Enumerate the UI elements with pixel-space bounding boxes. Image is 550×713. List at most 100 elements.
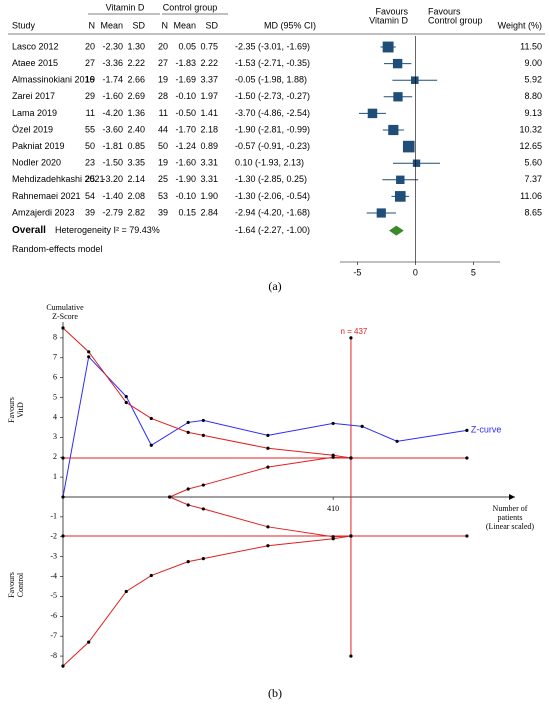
cell: 5.92 xyxy=(524,75,542,85)
cell: 1.41 xyxy=(200,108,218,118)
cell: 20 xyxy=(85,41,95,51)
cell: -1.74 xyxy=(102,75,123,85)
cell: -3.36 xyxy=(102,58,123,68)
cell: Ataee 2015 xyxy=(12,58,58,68)
series-point xyxy=(465,456,469,460)
series-point xyxy=(349,534,353,538)
cell: 19 xyxy=(158,75,168,85)
series-point xyxy=(465,428,469,432)
cell: 28 xyxy=(158,91,168,101)
study-square xyxy=(393,92,403,102)
series-point xyxy=(266,544,270,548)
series-point xyxy=(124,589,128,594)
cell: -1.90 (-2.81, -0.99) xyxy=(235,124,310,134)
series-point xyxy=(149,416,153,421)
series-line xyxy=(62,355,467,498)
cell: 9.00 xyxy=(524,58,542,68)
cell: -3.20 xyxy=(102,174,123,184)
series-point xyxy=(61,664,65,668)
series-point xyxy=(168,495,172,499)
series-point xyxy=(61,326,65,330)
ris-end xyxy=(349,336,353,340)
cell: 19 xyxy=(158,158,168,168)
caption: (a) xyxy=(268,279,281,293)
overall-diamond xyxy=(389,225,404,236)
study-square xyxy=(388,124,399,136)
y-tick-label: -3 xyxy=(50,551,57,560)
cell: 29 xyxy=(85,91,95,101)
cell: 27 xyxy=(85,58,95,68)
series-line xyxy=(169,496,351,538)
cell: 2.82 xyxy=(127,207,145,217)
series-line xyxy=(62,535,352,667)
y-axis-label: Cumulative xyxy=(46,303,84,312)
cell: -0.10 xyxy=(175,91,196,101)
group-header: Control group xyxy=(163,2,218,12)
series-point xyxy=(149,443,153,447)
study-square xyxy=(367,108,378,119)
series-point xyxy=(124,394,128,399)
cell: -4.20 xyxy=(102,108,123,118)
series-point xyxy=(186,560,190,564)
caption: (b) xyxy=(268,686,282,700)
series-point xyxy=(186,487,190,491)
cell: -1.83 xyxy=(175,58,196,68)
cell: -0.05 (-1.98, 1.88) xyxy=(235,75,307,85)
column-header: Study xyxy=(12,20,36,30)
favours-label: Favours xyxy=(428,6,461,16)
series-point xyxy=(360,424,364,428)
cell: 54 xyxy=(85,191,95,201)
cell: -1.24 xyxy=(175,141,196,151)
series-point xyxy=(395,439,399,443)
cell: 2.66 xyxy=(127,75,145,85)
favours-label: Control group xyxy=(428,15,483,25)
series-point xyxy=(201,433,205,437)
series-point xyxy=(186,430,190,434)
ris-end xyxy=(349,654,353,658)
side-label: Favours xyxy=(7,397,16,423)
cell: 23 xyxy=(85,158,95,168)
x-axis-label: Number of xyxy=(493,504,528,513)
cell: 11.50 xyxy=(520,41,542,51)
cell: 2.69 xyxy=(127,91,145,101)
cell: -0.10 xyxy=(175,191,196,201)
cell: 2.22 xyxy=(200,58,218,68)
y-tick-label: 6 xyxy=(53,373,57,382)
series-line xyxy=(169,456,351,498)
series-point xyxy=(266,465,270,469)
series-point xyxy=(186,503,190,507)
cell: 0.05 xyxy=(178,41,196,51)
study-square xyxy=(394,191,406,202)
series-point xyxy=(61,495,65,499)
cell: -3.70 (-4.86, -2.54) xyxy=(235,108,310,118)
series-point xyxy=(349,456,353,460)
y-axis-label: Z-Score xyxy=(52,312,78,321)
cell: 11.06 xyxy=(520,191,542,201)
series-point xyxy=(186,420,190,425)
cell: -0.50 xyxy=(175,108,196,118)
series-point xyxy=(331,455,335,459)
y-tick-label: -8 xyxy=(50,651,57,660)
cell: 9.13 xyxy=(524,108,542,118)
cell: 2.84 xyxy=(200,207,218,217)
cell: 8.65 xyxy=(524,207,542,217)
side-label: Favours xyxy=(7,572,16,598)
cell: Özel 2019 xyxy=(12,124,53,134)
study-square xyxy=(402,140,415,153)
y-tick-label: 4 xyxy=(53,412,57,421)
cell: 11 xyxy=(86,108,95,118)
cell: -1.90 xyxy=(175,174,196,184)
y-tick-label: -5 xyxy=(50,591,57,600)
cell: -1.50 xyxy=(102,158,123,168)
column-header: Mean xyxy=(100,20,123,30)
cell: 0.10 (-1.93, 2.13) xyxy=(235,158,304,168)
series-point xyxy=(61,534,65,538)
cell: Lasco 2012 xyxy=(12,41,59,51)
cell: 27 xyxy=(158,58,168,68)
series-point xyxy=(266,525,270,529)
study-square xyxy=(376,208,386,218)
cell: 3.31 xyxy=(200,158,218,168)
column-header: N xyxy=(162,20,169,30)
series-point xyxy=(266,433,270,437)
cell: Mehdizadehkashi 2021 xyxy=(12,174,105,184)
